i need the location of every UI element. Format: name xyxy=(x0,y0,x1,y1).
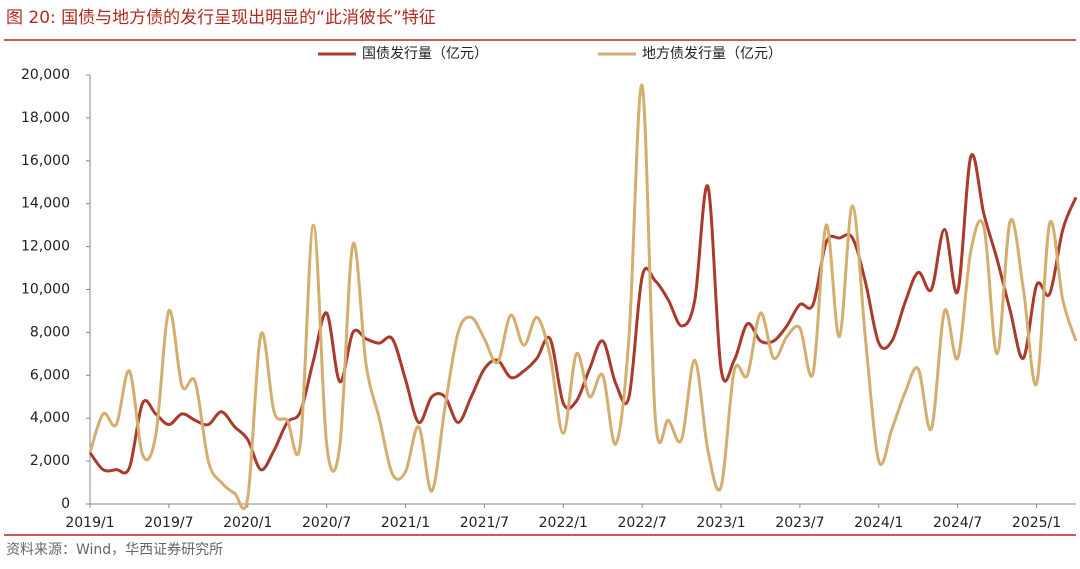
x-tick-label: 2023/7 xyxy=(775,515,824,531)
y-tick-label: 0 xyxy=(61,496,70,512)
y-tick-label: 20,000 xyxy=(21,67,70,83)
y-tick-label: 6,000 xyxy=(30,367,70,383)
x-tick-label: 2021/1 xyxy=(381,515,430,531)
y-tick-label: 10,000 xyxy=(21,282,70,298)
y-tick-label: 8,000 xyxy=(30,324,70,340)
series-line xyxy=(88,84,1078,510)
x-tick-label: 2020/7 xyxy=(302,515,351,531)
y-tick-label: 4,000 xyxy=(30,410,70,426)
x-tick-label: 2019/1 xyxy=(65,515,114,531)
x-tick-label: 2024/1 xyxy=(854,515,903,531)
y-tick-label: 12,000 xyxy=(21,239,70,255)
y-tick-label: 2,000 xyxy=(30,453,70,469)
chart-title: 图 20: 国债与地方债的发行呈现出明显的“此消彼长”特征 xyxy=(6,8,436,28)
x-tick-label: 2022/7 xyxy=(618,515,667,531)
x-tick-label: 2022/1 xyxy=(539,515,588,531)
x-tick-label: 2019/7 xyxy=(144,515,193,531)
source: 资料来源：Wind，华西证券研究所 xyxy=(6,542,223,558)
y-tick-label: 14,000 xyxy=(21,196,70,212)
legend-label: 地方债发行量（亿元） xyxy=(642,46,782,62)
y-tick-label: 18,000 xyxy=(21,110,70,126)
x-tick-label: 2024/7 xyxy=(933,515,982,531)
x-tick-label: 2023/1 xyxy=(696,515,745,531)
x-tick-label: 2020/1 xyxy=(223,515,272,531)
x-tick-label: 2021/7 xyxy=(460,515,509,531)
legend-label: 国债发行量（亿元） xyxy=(362,46,488,62)
y-tick-label: 16,000 xyxy=(21,153,70,169)
x-tick-label: 2025/1 xyxy=(1012,515,1061,531)
series-line xyxy=(88,153,1078,475)
